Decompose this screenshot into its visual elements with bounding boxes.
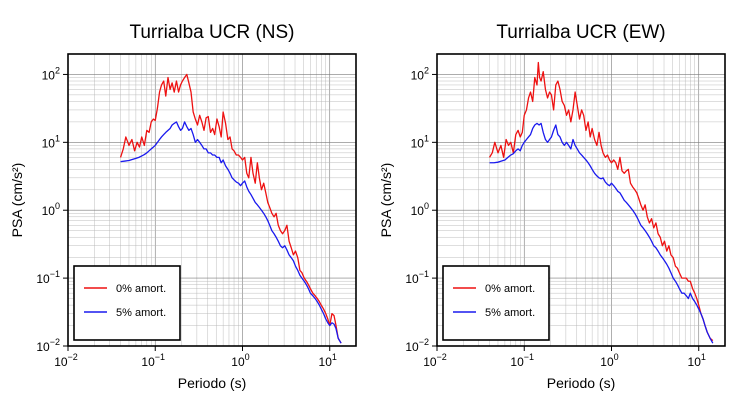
x-axis-label: Periodo (s): [547, 375, 615, 391]
series-line-5pct: [120, 121, 342, 344]
y-tick-label: 100: [411, 201, 429, 218]
series-line-0pct: [488, 61, 714, 342]
legend-box: [73, 265, 181, 341]
x-tick-label: 100: [600, 352, 618, 369]
x-tick-label: 10−2: [54, 352, 78, 369]
series-line-0pct: [119, 73, 342, 344]
legend-box: [442, 265, 550, 341]
series-group: [488, 61, 714, 344]
x-tick-label: 10−1: [510, 352, 534, 369]
y-tick-label: 101: [411, 133, 429, 150]
plot-frame: [436, 53, 726, 347]
x-tick-label: 10−1: [141, 352, 165, 369]
y-tick-label: 10−2: [36, 337, 60, 354]
x-axis-label: Periodo (s): [178, 375, 246, 391]
legend: 0% amort. 5% amort.: [73, 265, 181, 341]
legend-label: 0% amort.: [485, 283, 535, 295]
chart-title: Turrialba UCR (EW): [496, 22, 665, 43]
chart-title: Turrialba UCR (NS): [129, 22, 294, 43]
y-tick-label: 10−1: [36, 269, 60, 286]
y-axis-label: PSA (cm/s²): [9, 163, 25, 238]
x-tick-label: 10−2: [423, 352, 447, 369]
y-tick-label: 101: [42, 133, 60, 150]
chart-panel-ew: 10−2 10−1 100 101 10−2 10−1 100 101 102 Turrialba…: [378, 22, 726, 391]
y-tick-label: 100: [42, 201, 60, 218]
y-tick-label: 102: [411, 65, 429, 82]
legend-label: 0% amort.: [116, 283, 166, 295]
y-tick-label: 102: [42, 65, 60, 82]
legend-label: 5% amort.: [485, 307, 535, 319]
x-tick-label: 100: [231, 352, 249, 369]
x-tick-label: 101: [319, 352, 337, 369]
legend: 0% amort. 5% amort.: [442, 265, 550, 341]
series-line-5pct: [489, 122, 714, 344]
y-tick-label: 10−1: [405, 269, 429, 286]
x-tick-label: 101: [688, 352, 706, 369]
chart-panel-ns: 10−2 10−1 100 101 10−2 10−1 100 101 102 Turrialba…: [9, 22, 357, 391]
y-tick-label: 10−2: [405, 337, 429, 354]
grid: [67, 53, 357, 347]
legend-label: 5% amort.: [116, 307, 166, 319]
plot-frame: [67, 53, 357, 347]
y-axis-label: PSA (cm/s²): [378, 163, 394, 238]
series-group: [119, 73, 342, 344]
